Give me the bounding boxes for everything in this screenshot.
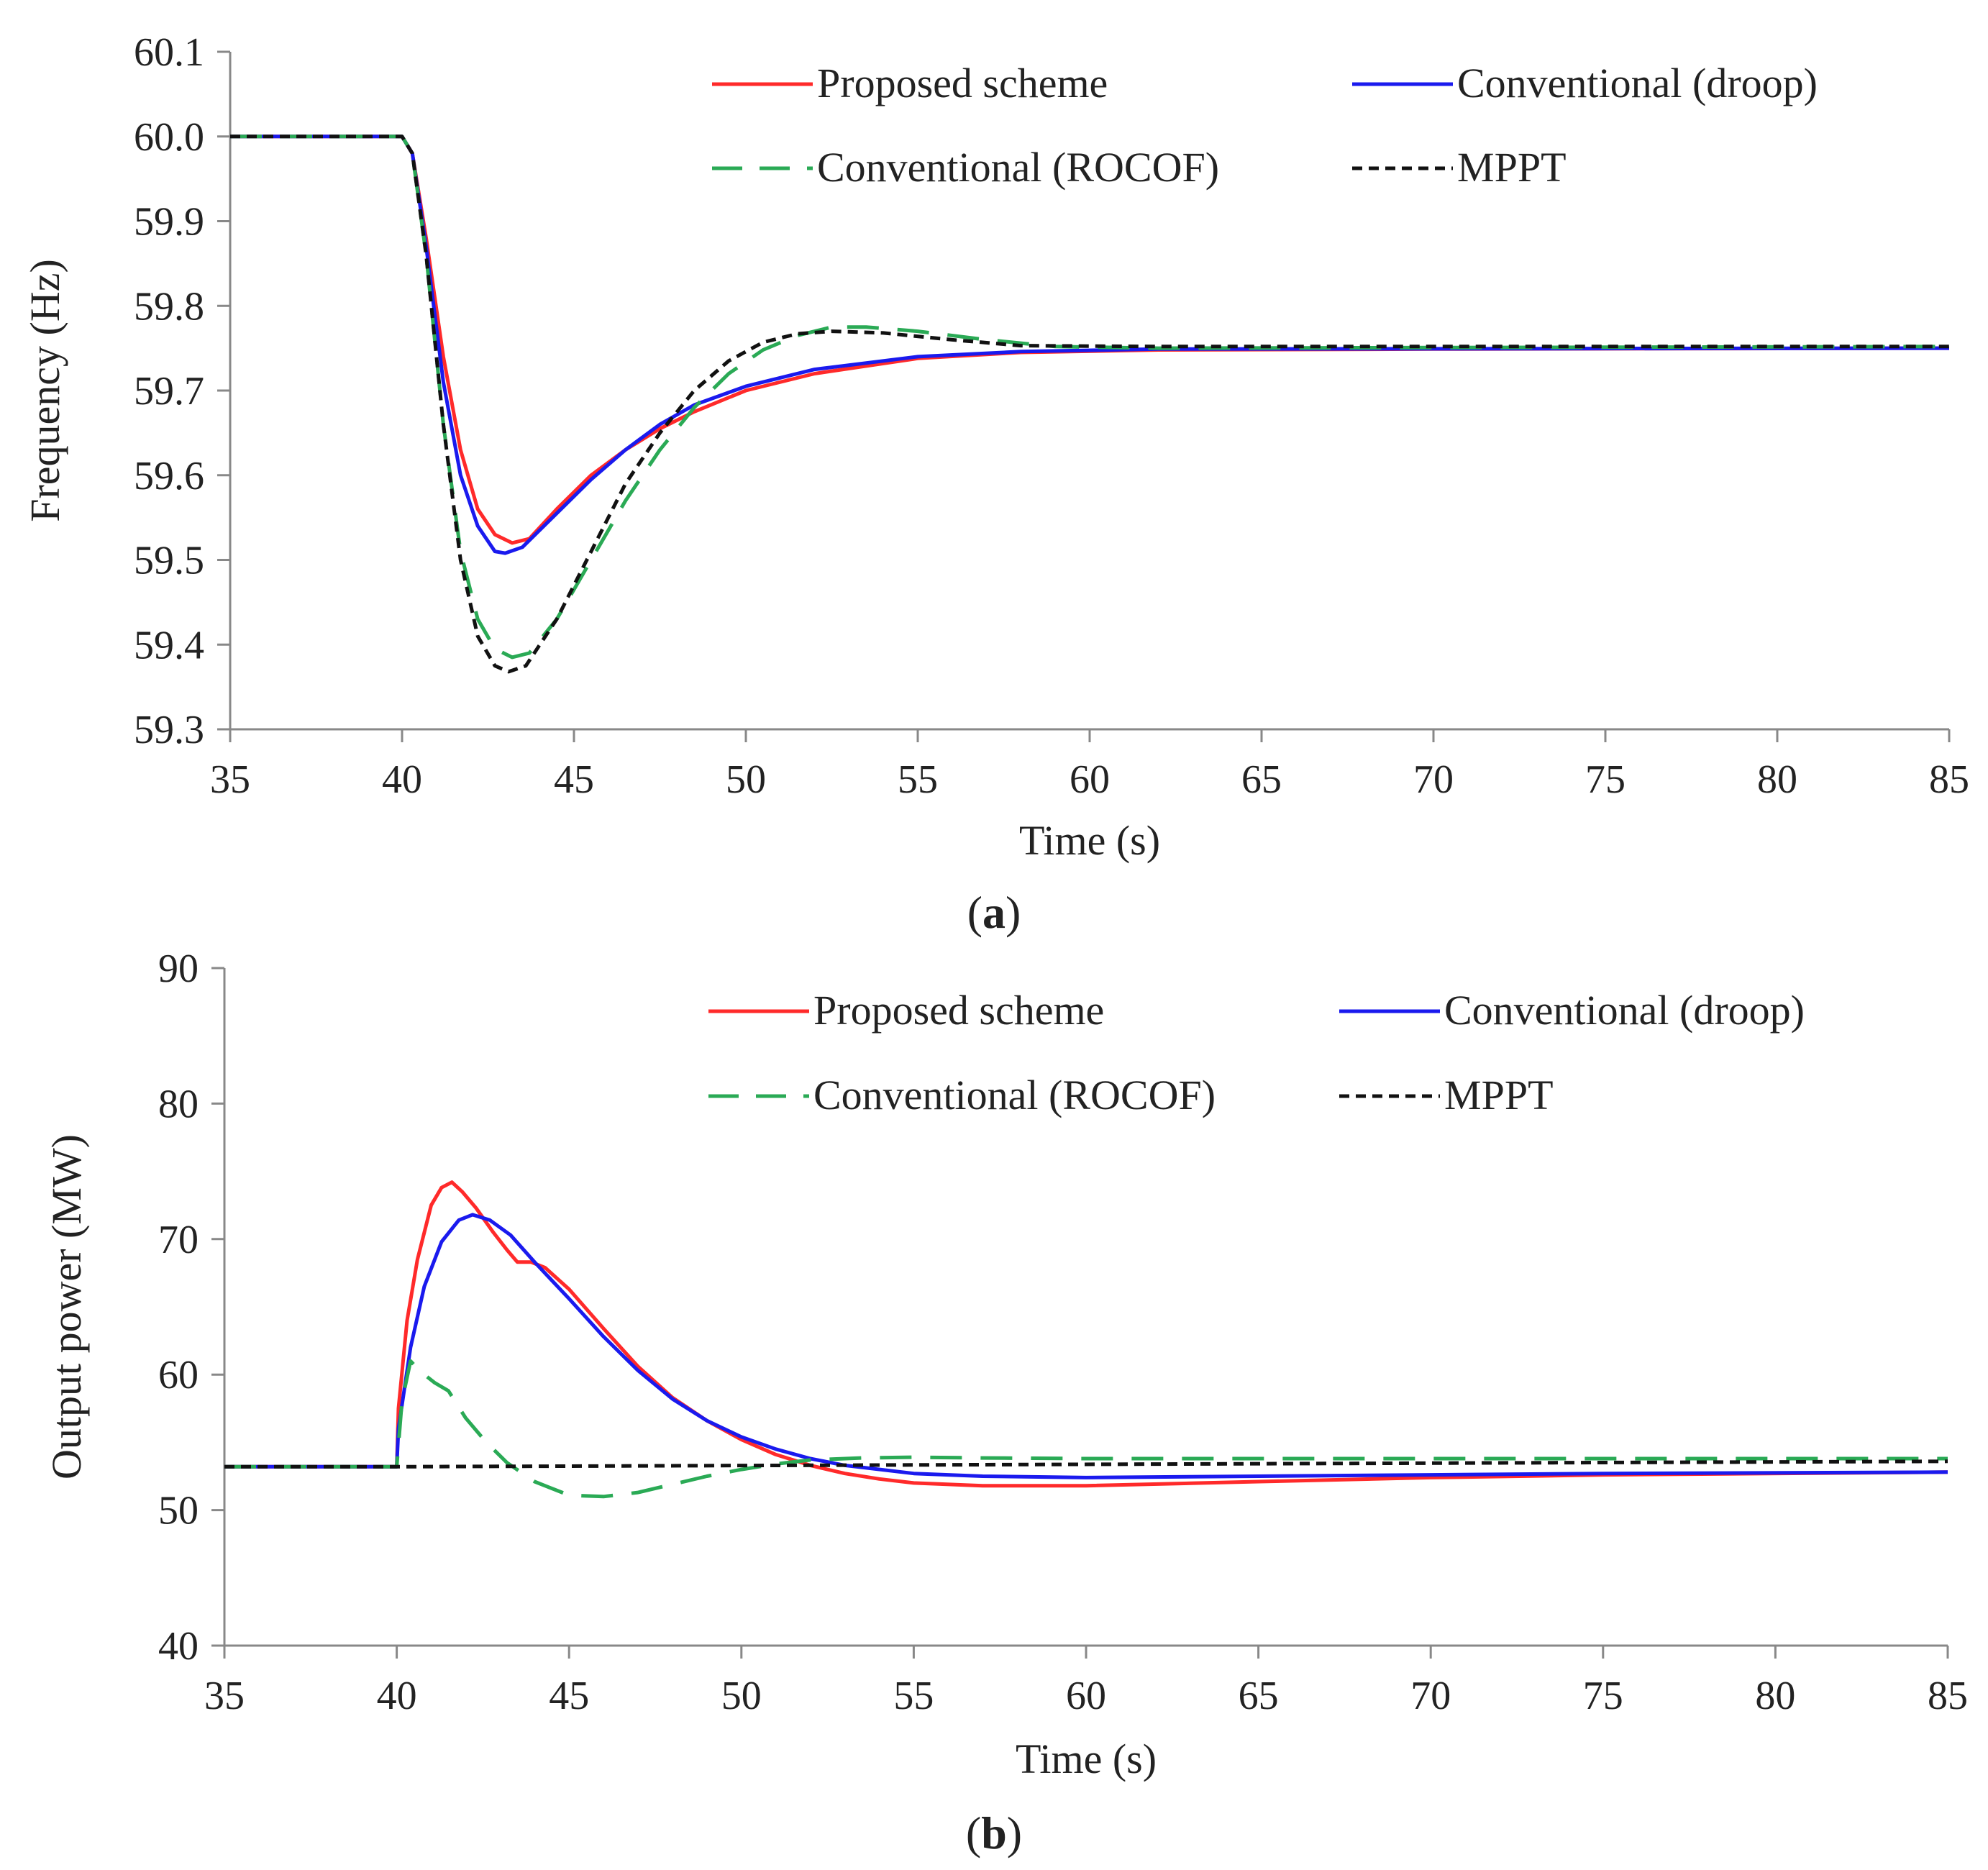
- y-tick-label: 80: [158, 1082, 199, 1126]
- series-line-mppt: [230, 134, 1949, 674]
- x-tick-label: 65: [1241, 757, 1282, 802]
- x-tick-label: 45: [554, 757, 594, 802]
- x-tick-label: 60: [1066, 1674, 1106, 1718]
- series-line-conventional-rocof: [224, 1359, 1948, 1499]
- series-line-proposed-scheme: [230, 134, 1950, 545]
- caption-b: (b): [966, 1807, 1022, 1858]
- y-tick-label: 59.9: [134, 200, 204, 245]
- x-tick-label: 45: [549, 1674, 589, 1718]
- x-tick-label: 35: [210, 757, 250, 802]
- x-tick-label: 55: [898, 757, 938, 802]
- legend-entry: Conventional (droop): [1444, 987, 1805, 1034]
- y-tick-label: 40: [158, 1624, 199, 1669]
- y-axis-title: Output power (MW): [43, 1134, 90, 1479]
- y-tick-label: 90: [158, 947, 199, 991]
- x-tick-label: 40: [377, 1674, 417, 1718]
- frequency-chart-panel: 59.3 59.4 59.5 59.6 59.7 59.8 59.9 60.0 60.1 35 40…: [22, 30, 1969, 864]
- y-tick-label: 59.8: [134, 284, 204, 329]
- x-tick-label: 75: [1583, 1674, 1623, 1718]
- y-tick-label: 59.3: [134, 708, 204, 752]
- y-tick-label: 59.4: [134, 623, 204, 667]
- y-tick-label: 60.0: [134, 115, 204, 160]
- legend-entry: Proposed scheme: [813, 987, 1104, 1034]
- x-tick-label: 50: [721, 1674, 762, 1718]
- legend-entry: MPPT: [1444, 1072, 1554, 1118]
- series-line-conventional-rocof: [230, 134, 1950, 660]
- legend-entry: Conventional (droop): [1457, 60, 1818, 106]
- y-tick-label: 50: [158, 1489, 199, 1533]
- y-tick-label: 60: [158, 1353, 199, 1397]
- legend-entry: Conventional (ROCOF): [817, 144, 1219, 191]
- y-tick-label: 60.1: [134, 30, 204, 75]
- x-tick-label: 85: [1929, 757, 1969, 802]
- x-tick-label: 85: [1928, 1674, 1968, 1718]
- x-tick-label: 50: [726, 757, 766, 802]
- x-axis-title: Time (s): [1016, 1736, 1157, 1782]
- x-tick-label: 60: [1070, 757, 1110, 802]
- x-tick-label: 70: [1413, 757, 1454, 802]
- x-axis-title: Time (s): [1019, 817, 1160, 864]
- x-tick-label: 40: [382, 757, 422, 802]
- y-axis-title: Frequency (Hz): [22, 259, 68, 522]
- y-tick-label: 59.6: [134, 454, 204, 498]
- caption-a: (a): [967, 887, 1021, 938]
- series-line-conventional-droop: [230, 134, 1950, 555]
- y-tick-label: 70: [158, 1218, 199, 1262]
- legend-entry: MPPT: [1457, 144, 1567, 191]
- series-line-proposed-scheme: [224, 1180, 1948, 1488]
- y-tick-label: 59.5: [134, 539, 204, 583]
- x-tick-label: 80: [1755, 1674, 1795, 1718]
- caption-a-letter: a: [982, 887, 1006, 938]
- x-tick-label: 70: [1410, 1674, 1451, 1718]
- y-tick-label: 59.7: [134, 369, 204, 414]
- x-tick-label: 80: [1757, 757, 1797, 802]
- legend-entry: Conventional (ROCOF): [813, 1072, 1216, 1118]
- series-line-mppt: [224, 1459, 1948, 1469]
- x-tick-label: 65: [1239, 1674, 1279, 1718]
- caption-b-letter: b: [981, 1807, 1007, 1858]
- series-line-conventional-droop: [224, 1213, 1948, 1479]
- x-tick-label: 75: [1585, 757, 1625, 802]
- x-tick-label: 35: [204, 1674, 245, 1718]
- x-tick-label: 55: [893, 1674, 934, 1718]
- legend-entry: Proposed scheme: [817, 60, 1108, 106]
